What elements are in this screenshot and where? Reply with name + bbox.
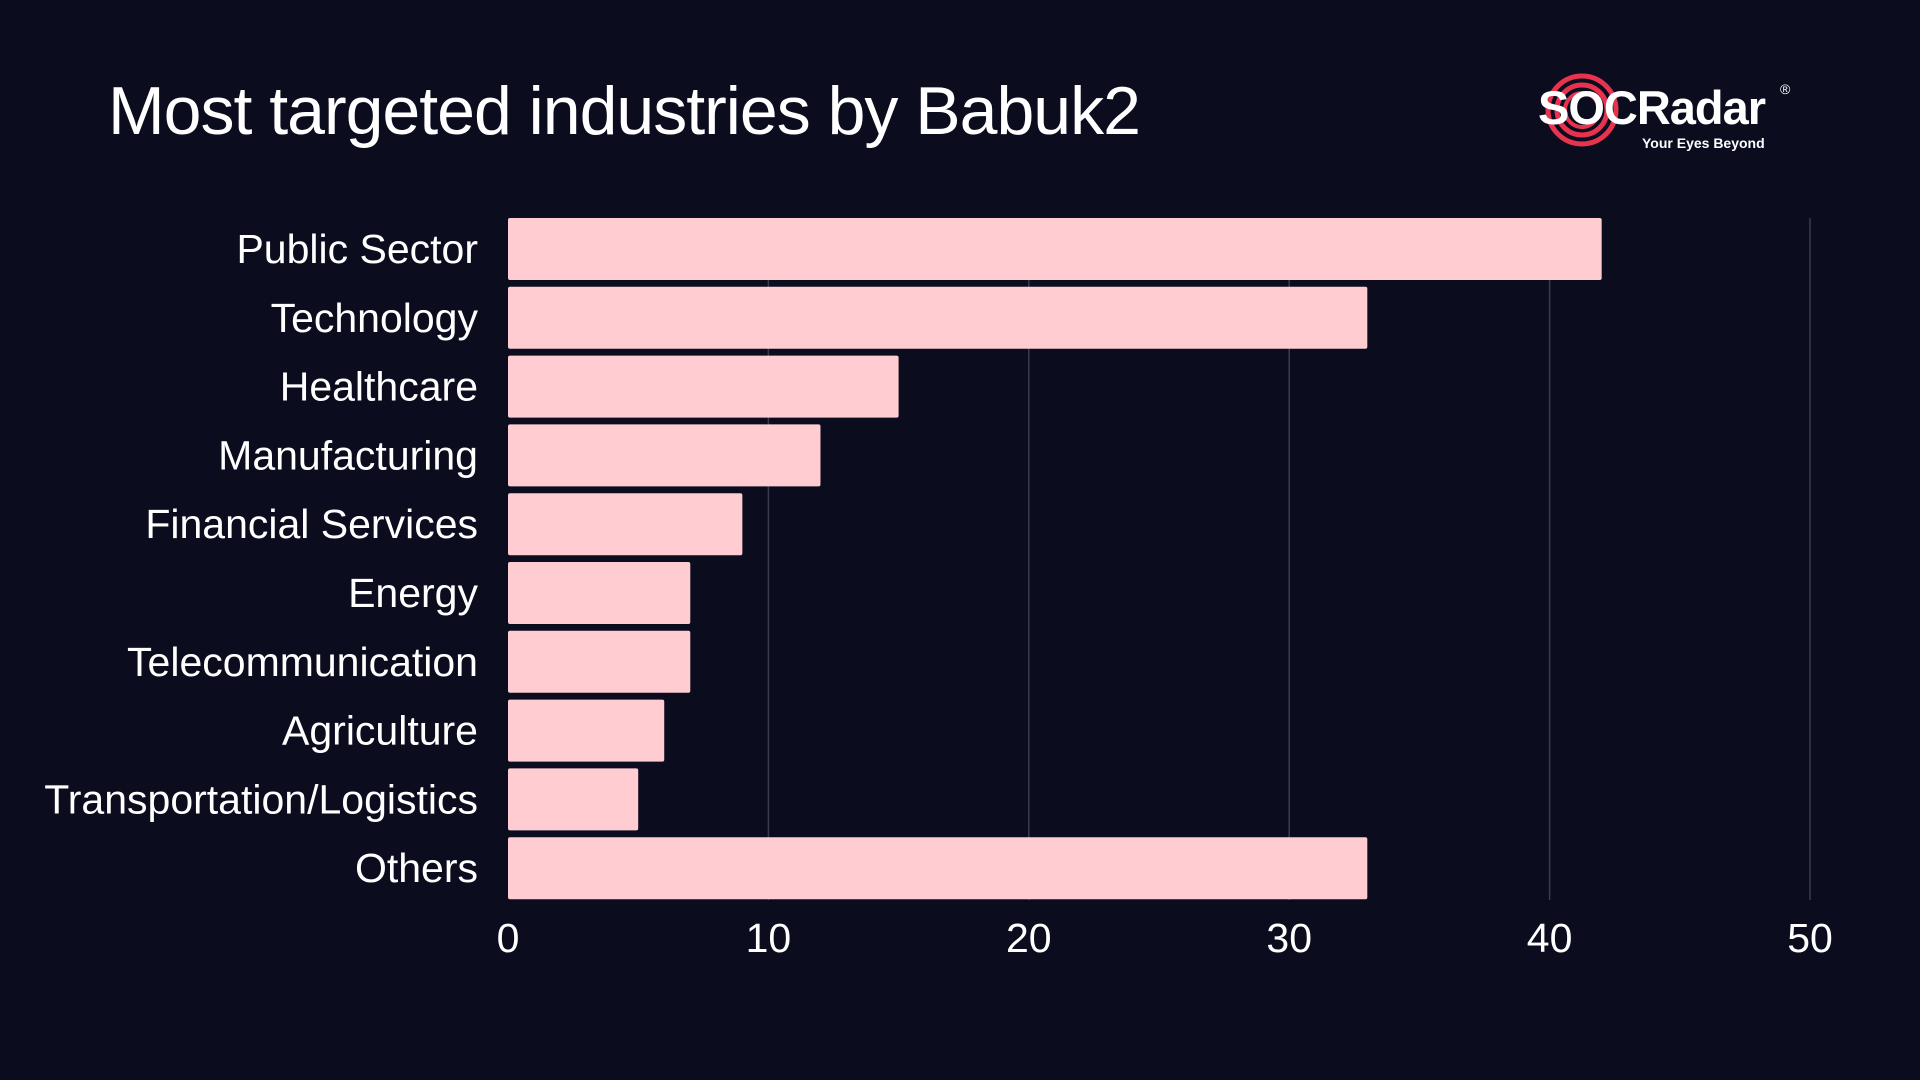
x-tick-label: 40 bbox=[1527, 915, 1573, 961]
x-tick-label: 20 bbox=[1006, 915, 1052, 961]
logo-registered-mark: ® bbox=[1780, 81, 1791, 97]
bar-healthcare bbox=[508, 355, 899, 418]
radar-icon bbox=[1545, 73, 1619, 147]
bar-technology bbox=[508, 286, 1368, 349]
category-label: Technology bbox=[271, 295, 479, 341]
category-label: Agriculture bbox=[282, 708, 478, 754]
socradar-logo: SOCRadar ® Your Eyes Beyond bbox=[1538, 73, 1791, 151]
bar-telecommunication bbox=[508, 630, 691, 693]
x-tick-label: 30 bbox=[1266, 915, 1312, 961]
bar-agriculture bbox=[508, 699, 665, 762]
category-label: Healthcare bbox=[280, 364, 478, 410]
logo-brand-text: SOCRadar bbox=[1538, 81, 1766, 134]
category-label: Public Sector bbox=[236, 226, 478, 272]
bar-financial-services bbox=[508, 493, 743, 556]
x-tick-label: 0 bbox=[497, 915, 520, 961]
bar-energy bbox=[508, 562, 691, 624]
category-label: Telecommunication bbox=[127, 639, 478, 685]
bar-transportation-logistics bbox=[508, 768, 639, 831]
category-labels: Public Sector Technology Healthcare Manufac… bbox=[44, 226, 478, 891]
category-label: Manufacturing bbox=[218, 432, 478, 478]
logo-tagline: Your Eyes Beyond bbox=[1642, 135, 1765, 151]
category-label: Financial Services bbox=[145, 501, 478, 547]
bar-others bbox=[508, 837, 1368, 900]
bar-manufacturing bbox=[508, 424, 821, 487]
category-label: Others bbox=[355, 845, 478, 891]
bar-public-sector bbox=[508, 218, 1602, 280]
bars-layer bbox=[508, 218, 1602, 900]
x-axis-tick-labels: 0 10 20 30 40 50 bbox=[497, 915, 1833, 961]
category-label: Energy bbox=[348, 570, 478, 616]
x-tick-label: 10 bbox=[746, 915, 792, 961]
category-label: Transportation/Logistics bbox=[44, 776, 478, 822]
chart-title: Most targeted industries by Babuk2 bbox=[108, 73, 1141, 149]
x-tick-label: 50 bbox=[1787, 915, 1833, 961]
